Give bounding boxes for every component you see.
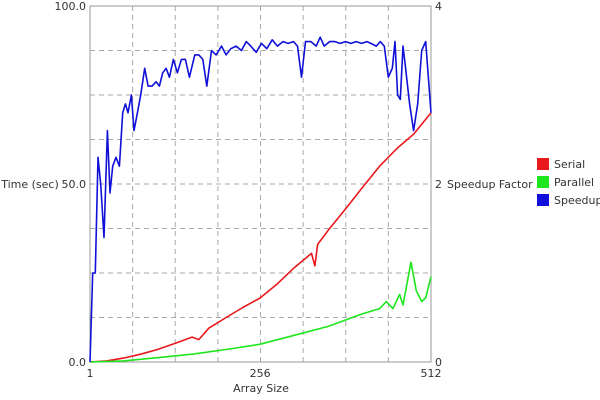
y-left-tick-label: 100.0 (55, 0, 87, 13)
y-right-tick-label: 2 (435, 178, 442, 191)
y-left-axis-label: Time (sec) (0, 178, 59, 191)
legend-label-serial: Serial (554, 158, 585, 171)
x-tick-label: 512 (421, 367, 442, 380)
x-tick-label: 256 (250, 367, 271, 380)
series-line-serial (89, 112, 432, 363)
plot-frame (89, 5, 432, 363)
x-axis-label: Array Size (233, 382, 289, 395)
tick-labels: 0.0 50.0 100.0 0 2 4 1 256 512 (55, 0, 443, 380)
y-right-axis-label: Speedup Factor (447, 178, 533, 191)
legend-swatch-speedup (537, 194, 549, 206)
y-left-tick-label: 0.0 (69, 356, 87, 369)
legend-label-parallel: Parallel (554, 176, 594, 189)
y-left-tick-label: 50.0 (62, 178, 87, 191)
x-tick-label: 1 (87, 367, 94, 380)
legend-label-speedup: Speedup (554, 194, 600, 207)
legend-swatch-serial (537, 158, 549, 170)
legend: Serial Parallel Speedup (537, 158, 600, 207)
y-right-tick-label: 4 (435, 0, 442, 13)
y-right-tick-label: 0 (435, 356, 442, 369)
series-line-speedup (89, 36, 432, 363)
gridlines (90, 6, 431, 362)
series-line-parallel (89, 261, 432, 363)
series-lines (89, 36, 432, 363)
legend-swatch-parallel (537, 176, 549, 188)
